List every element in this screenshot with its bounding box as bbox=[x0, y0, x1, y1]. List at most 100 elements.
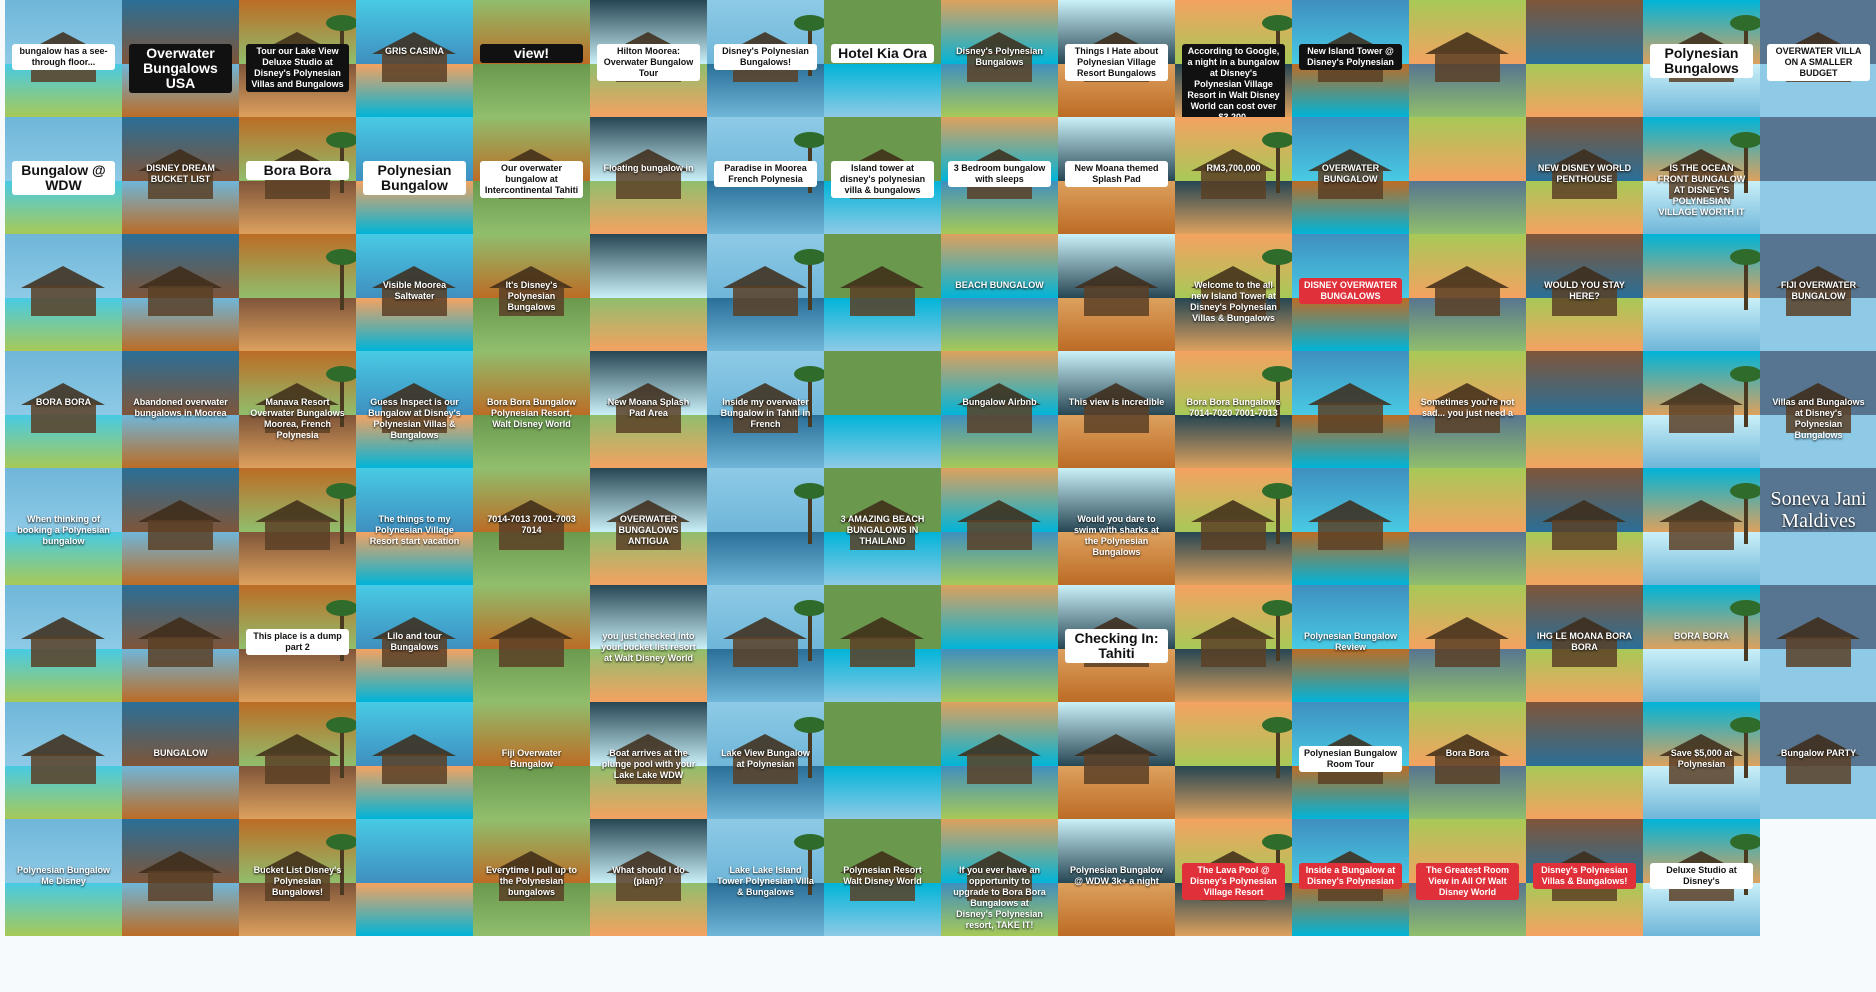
video-thumbnail[interactable]: Lake Lake Island Tower Polynesian Villa … bbox=[707, 819, 824, 936]
video-thumbnail[interactable]: Guess Inspect is our Bungalow at Disney'… bbox=[356, 351, 473, 468]
video-thumbnail[interactable] bbox=[1760, 117, 1876, 234]
video-thumbnail[interactable] bbox=[356, 702, 473, 819]
video-thumbnail[interactable]: Hilton Moorea: Overwater Bungalow Tour bbox=[590, 0, 707, 117]
video-thumbnail[interactable]: Boat arrives at the plunge pool with you… bbox=[590, 702, 707, 819]
video-thumbnail[interactable]: Welcome to the all new Island Tower at D… bbox=[1175, 234, 1292, 351]
video-thumbnail[interactable]: Island tower at disney's polynesian vill… bbox=[824, 117, 941, 234]
video-thumbnail[interactable] bbox=[1526, 0, 1643, 117]
video-thumbnail[interactable]: What should I do (plan)? bbox=[590, 819, 707, 936]
video-thumbnail[interactable]: Disney's Polynesian Villas & Bungalows! bbox=[1526, 819, 1643, 936]
video-thumbnail[interactable] bbox=[1409, 117, 1526, 234]
video-thumbnail[interactable] bbox=[1409, 234, 1526, 351]
video-thumbnail[interactable]: bungalow has a see-through floor... bbox=[5, 0, 122, 117]
video-thumbnail[interactable] bbox=[941, 585, 1058, 702]
video-thumbnail[interactable]: New Moana themed Splash Pad bbox=[1058, 117, 1175, 234]
video-thumbnail[interactable]: DISNEY DREAM BUCKET LIST bbox=[122, 117, 239, 234]
video-thumbnail[interactable] bbox=[707, 234, 824, 351]
video-thumbnail[interactable]: The Greatest Room View in All Of Walt Di… bbox=[1409, 819, 1526, 936]
video-thumbnail[interactable] bbox=[707, 468, 824, 585]
video-thumbnail[interactable] bbox=[1292, 468, 1409, 585]
video-thumbnail[interactable]: Bora Bora Bungalows 7014-7020 7001-7013 bbox=[1175, 351, 1292, 468]
video-thumbnail[interactable]: FIJI OVERWATER BUNGALOW bbox=[1760, 234, 1876, 351]
video-thumbnail[interactable] bbox=[5, 234, 122, 351]
video-thumbnail[interactable]: The things to my Polynesian Village Reso… bbox=[356, 468, 473, 585]
video-thumbnail[interactable]: Disney's Polynesian Bungalows! bbox=[707, 0, 824, 117]
video-thumbnail[interactable]: NEW DISNEY WORLD PENTHOUSE bbox=[1526, 117, 1643, 234]
video-thumbnail[interactable]: Abandoned overwater bungalows in Moorea bbox=[122, 351, 239, 468]
video-thumbnail[interactable] bbox=[1643, 234, 1760, 351]
video-thumbnail[interactable]: New Moana Splash Pad Area bbox=[590, 351, 707, 468]
video-thumbnail[interactable]: Polynesian Bungalow bbox=[356, 117, 473, 234]
video-thumbnail[interactable]: Polynesian Bungalow Me Disney bbox=[5, 819, 122, 936]
video-thumbnail[interactable]: OVERWATER BUNGALOW bbox=[1292, 117, 1409, 234]
video-thumbnail[interactable]: Overwater Bungalows USA bbox=[122, 0, 239, 117]
video-thumbnail[interactable]: Bungalow Airbnb bbox=[941, 351, 1058, 468]
video-thumbnail[interactable]: 7014-7013 7001-7003 7014 bbox=[473, 468, 590, 585]
video-thumbnail[interactable]: It's Disney's Polynesian Bungalows bbox=[473, 234, 590, 351]
video-thumbnail[interactable] bbox=[1409, 468, 1526, 585]
video-thumbnail[interactable] bbox=[239, 468, 356, 585]
video-thumbnail[interactable] bbox=[1058, 234, 1175, 351]
video-thumbnail[interactable] bbox=[707, 585, 824, 702]
video-thumbnail[interactable]: Polynesian Resort Walt Disney World bbox=[824, 819, 941, 936]
video-thumbnail[interactable]: According to Google, a night in a bungal… bbox=[1175, 0, 1292, 117]
video-thumbnail[interactable]: Inside a Bungalow at Disney's Polynesian bbox=[1292, 819, 1409, 936]
video-thumbnail[interactable]: Checking In: Tahiti bbox=[1058, 585, 1175, 702]
video-thumbnail[interactable] bbox=[1526, 468, 1643, 585]
video-thumbnail[interactable]: Polynesian Bungalow @ WDW 3k+ a night bbox=[1058, 819, 1175, 936]
video-thumbnail[interactable] bbox=[941, 702, 1058, 819]
video-thumbnail[interactable]: BORA BORA bbox=[1643, 585, 1760, 702]
video-thumbnail[interactable]: WOULD YOU STAY HERE? bbox=[1526, 234, 1643, 351]
video-thumbnail[interactable] bbox=[1643, 351, 1760, 468]
video-thumbnail[interactable] bbox=[941, 468, 1058, 585]
video-thumbnail[interactable]: Paradise in Moorea French Polynesia bbox=[707, 117, 824, 234]
video-thumbnail[interactable] bbox=[1409, 0, 1526, 117]
video-thumbnail[interactable] bbox=[1526, 351, 1643, 468]
video-thumbnail[interactable]: BUNGALOW bbox=[122, 702, 239, 819]
video-thumbnail[interactable] bbox=[1643, 468, 1760, 585]
video-thumbnail[interactable] bbox=[5, 585, 122, 702]
video-thumbnail[interactable]: 3 Bedroom bungalow with sleeps bbox=[941, 117, 1058, 234]
video-thumbnail[interactable]: Bora Bora bbox=[239, 117, 356, 234]
video-thumbnail[interactable]: Bora Bora Bungalow Polynesian Resort, Wa… bbox=[473, 351, 590, 468]
video-thumbnail[interactable]: Sometimes you're not sad... you just nee… bbox=[1409, 351, 1526, 468]
video-thumbnail[interactable]: Polynesian Bungalow Review bbox=[1292, 585, 1409, 702]
video-thumbnail[interactable] bbox=[824, 351, 941, 468]
video-thumbnail[interactable] bbox=[122, 234, 239, 351]
video-thumbnail[interactable]: BEACH BUNGALOW bbox=[941, 234, 1058, 351]
video-thumbnail[interactable] bbox=[1526, 702, 1643, 819]
video-thumbnail[interactable] bbox=[239, 702, 356, 819]
video-thumbnail[interactable]: Lake View Bungalow at Polynesian bbox=[707, 702, 824, 819]
video-thumbnail[interactable]: Bungalow @ WDW bbox=[5, 117, 122, 234]
video-thumbnail[interactable] bbox=[239, 234, 356, 351]
video-thumbnail[interactable]: you just checked into your bucket list r… bbox=[590, 585, 707, 702]
video-thumbnail[interactable] bbox=[5, 702, 122, 819]
video-thumbnail[interactable] bbox=[824, 234, 941, 351]
video-thumbnail[interactable]: 3 AMAZING BEACH BUNGALOWS IN THAILAND bbox=[824, 468, 941, 585]
video-thumbnail[interactable] bbox=[1292, 351, 1409, 468]
video-thumbnail[interactable]: This view is incredible bbox=[1058, 351, 1175, 468]
video-thumbnail[interactable]: Fiji Overwater Bungalow bbox=[473, 702, 590, 819]
video-thumbnail[interactable]: Would you dare to swim with sharks at th… bbox=[1058, 468, 1175, 585]
video-thumbnail[interactable]: New Island Tower @ Disney's Polynesian bbox=[1292, 0, 1409, 117]
video-thumbnail[interactable]: OVERWATER BUNGALOWS ANTIGUA bbox=[590, 468, 707, 585]
video-thumbnail[interactable]: Soneva Jani Maldives bbox=[1760, 468, 1876, 585]
video-thumbnail[interactable] bbox=[122, 468, 239, 585]
video-thumbnail[interactable]: When thinking of booking a Polynesian bu… bbox=[5, 468, 122, 585]
video-thumbnail[interactable]: IS THE OCEAN FRONT BUNGALOW AT DISNEY'S … bbox=[1643, 117, 1760, 234]
video-thumbnail[interactable]: Tour our Lake View Deluxe Studio at Disn… bbox=[239, 0, 356, 117]
video-thumbnail[interactable]: BORA BORA bbox=[5, 351, 122, 468]
video-thumbnail[interactable]: Polynesian Bungalows bbox=[1643, 0, 1760, 117]
video-thumbnail[interactable]: Our overwater bungalow at Intercontinent… bbox=[473, 117, 590, 234]
video-thumbnail[interactable]: RM3,700,000 bbox=[1175, 117, 1292, 234]
video-thumbnail[interactable]: Hotel Kia Ora bbox=[824, 0, 941, 117]
video-thumbnail[interactable] bbox=[1175, 585, 1292, 702]
video-thumbnail[interactable] bbox=[1175, 468, 1292, 585]
video-thumbnail[interactable]: Save $5,000 at Polynesian bbox=[1643, 702, 1760, 819]
video-thumbnail[interactable]: Bora Bora bbox=[1409, 702, 1526, 819]
video-thumbnail[interactable] bbox=[824, 702, 941, 819]
video-thumbnail[interactable]: IHG LE MOANA BORA BORA bbox=[1526, 585, 1643, 702]
video-thumbnail[interactable]: Everytime I pull up to the Polynesian bu… bbox=[473, 819, 590, 936]
video-thumbnail[interactable] bbox=[122, 585, 239, 702]
video-thumbnail[interactable] bbox=[824, 585, 941, 702]
